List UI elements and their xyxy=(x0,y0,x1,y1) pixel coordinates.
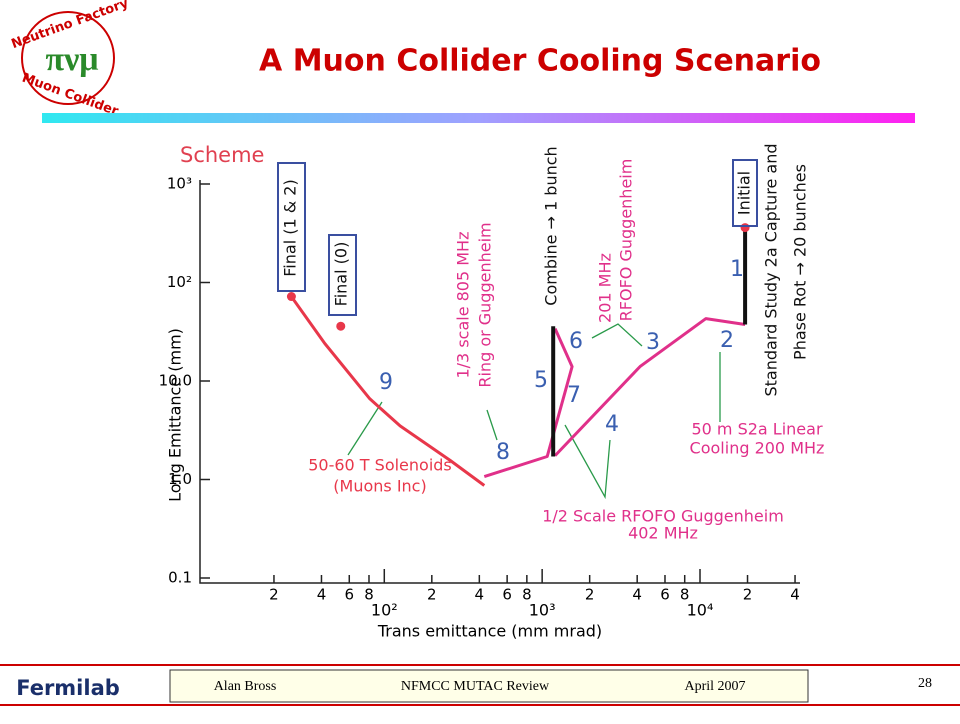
line-series xyxy=(290,295,486,487)
leader xyxy=(564,424,611,500)
x-tick-label: 10² xyxy=(371,601,398,620)
x-tick-label: 4 xyxy=(475,586,485,604)
leader xyxy=(591,323,643,347)
annotation: 2 xyxy=(720,328,734,353)
annotation: Initial xyxy=(735,171,754,215)
x-tick-label: 4 xyxy=(317,586,327,604)
logo-symbols: πνμ xyxy=(45,41,98,78)
annotation: Ring or Guggenheim xyxy=(476,222,495,387)
annotation-box xyxy=(732,159,758,227)
y-tick-label: 10² xyxy=(167,273,192,291)
point xyxy=(740,223,750,233)
footer-box xyxy=(169,669,809,703)
annotation: 1/2 Scale RFOFO Guggenheim xyxy=(542,507,784,526)
x-tick-label: 2 xyxy=(269,586,279,604)
logo-bottom: Muon Collider xyxy=(20,71,121,120)
slide-title: A Muon Collider Cooling Scenario xyxy=(259,44,821,79)
event: NFMCC MUTAC Review xyxy=(401,679,550,694)
y-tick-label: 0.1 xyxy=(168,569,192,587)
annotation: Final (1 & 2) xyxy=(281,179,300,276)
x-tick-label: 6 xyxy=(660,586,670,604)
annotation: 1/3 scale 805 MHz xyxy=(454,231,473,378)
annotation: 4 xyxy=(605,412,619,437)
annotation: 7 xyxy=(567,383,581,408)
y-axis-label: Long Emittance (mm) xyxy=(166,328,185,502)
annotation: Cooling 200 MHz xyxy=(690,439,825,458)
x-tick-label: 6 xyxy=(502,586,512,604)
y-tick-label: 10.0 xyxy=(159,372,192,390)
axis-frame xyxy=(199,180,800,584)
x-tick-label: 10⁴ xyxy=(687,601,714,620)
point xyxy=(286,292,296,302)
line-series xyxy=(551,227,748,457)
x-tick-label: 10³ xyxy=(529,601,556,620)
title-bar xyxy=(42,113,915,123)
x-tick-label: 2 xyxy=(743,586,753,604)
leader xyxy=(347,401,383,456)
author: Alan Bross xyxy=(214,679,277,694)
annotation: RFOFO Guggenheim xyxy=(617,159,636,322)
x-axis-label: Trans emittance (mm mrad) xyxy=(377,622,602,641)
annotation: Combine → 1 bunch xyxy=(542,146,561,305)
leader xyxy=(486,409,498,441)
annotation: 8 xyxy=(496,440,510,465)
annotation: 50-60 T Solenoids xyxy=(308,456,452,475)
annotation: (Muons Inc) xyxy=(333,477,426,496)
annotation-box xyxy=(277,162,306,292)
x-tick-label: 8 xyxy=(680,586,690,604)
x-tick-label: 2 xyxy=(585,586,595,604)
annotation: 9 xyxy=(379,370,393,395)
annotation: 402 MHz xyxy=(628,524,698,543)
annotation: 5 xyxy=(534,368,548,393)
x-tick-label: 2 xyxy=(427,586,437,604)
annotation: 1 xyxy=(730,257,744,282)
chart-title: Scheme xyxy=(180,143,264,167)
annotation: 50 m S2a Linear xyxy=(691,420,822,439)
annotation: Final (0) xyxy=(332,242,351,307)
lab-logo: Fermilab xyxy=(16,676,120,700)
annotation: Standard Study 2a Capture and xyxy=(762,143,781,396)
leader-lines xyxy=(347,323,721,500)
point xyxy=(336,321,346,331)
y-tick-label: 10³ xyxy=(167,175,192,193)
footer: Fermilab Alan Bross NFMCC MUTAC Review A… xyxy=(0,664,960,706)
page-number: 28 xyxy=(918,676,932,691)
chart: Scheme Long Emittance (mm) Trans emittan… xyxy=(159,143,825,641)
annotation-box xyxy=(328,234,357,316)
line-series xyxy=(483,317,746,479)
y-tick-label: 1.0 xyxy=(168,470,192,488)
x-tick-label: 4 xyxy=(790,586,800,604)
annotation: 3 xyxy=(646,330,660,355)
logo-ring xyxy=(21,11,115,105)
x-tick-label: 4 xyxy=(632,586,642,604)
annotation: 201 MHz xyxy=(596,253,615,323)
x-tick-label: 6 xyxy=(345,586,355,604)
x-tick-label: 8 xyxy=(522,586,532,604)
x-tick-label: 8 xyxy=(364,586,374,604)
annotation: Phase Rot → 20 bunches xyxy=(791,164,810,360)
logo: Neutrino Factory πνμ Muon Collider xyxy=(9,0,131,120)
annotation: 6 xyxy=(569,329,583,354)
date: April 2007 xyxy=(684,679,745,694)
